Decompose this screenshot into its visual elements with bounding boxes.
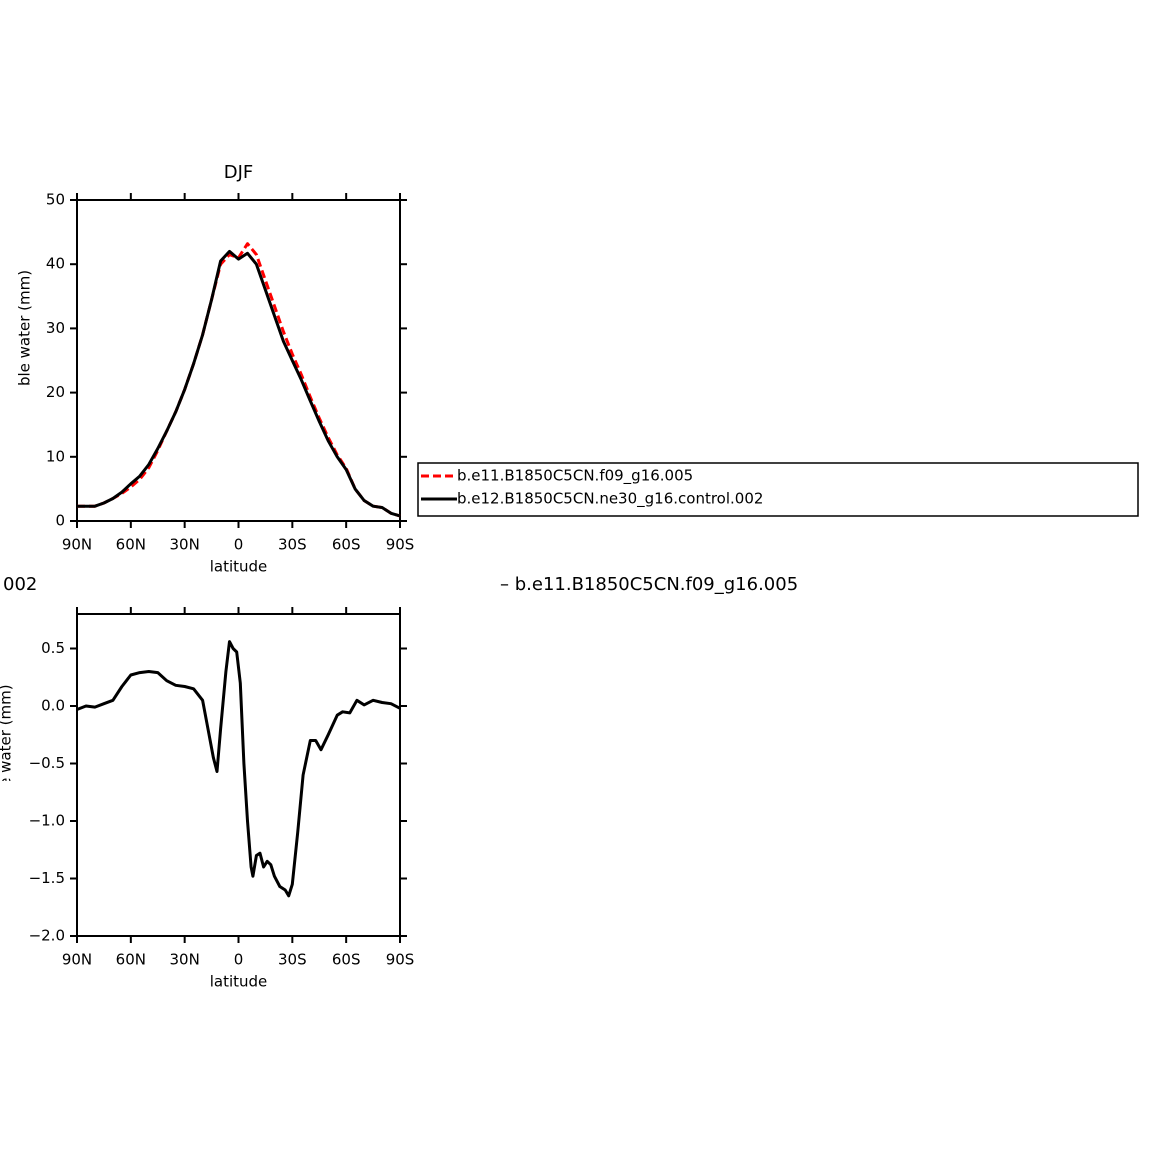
x-tick-label: 0 [234,536,244,554]
y-tick-label: 40 [46,255,65,273]
legend-label: b.e11.B1850C5CN.f09_g16.005 [457,467,693,486]
y-tick-label: 0 [55,512,65,530]
annotation: 002 [3,574,37,595]
y-tick-label: −1.5 [29,869,65,887]
y-axis-label: Precipitable water (mm) [0,684,15,865]
x-tick-label: 60N [116,536,146,554]
x-tick-label: 90N [62,536,92,554]
data-line [77,249,401,518]
x-tick-label: 60N [116,951,146,969]
x-tick-label: 90N [62,951,92,969]
plot-frame [76,199,401,522]
x-axis-label: latitude [210,558,268,576]
x-tick-label: 30N [170,536,200,554]
y-tick-label: 0.5 [41,639,65,657]
annotation: – b.e11.B1850C5CN.f09_g16.005 [500,574,798,595]
legend-box [417,462,1139,517]
data-line [77,242,401,518]
chart-title: DJF [224,162,254,183]
legend-label: b.e12.B1850C5CN.ne30_g16.control.002 [457,490,763,509]
y-tick-label: −1.0 [29,812,65,830]
y-tick-label: 30 [46,319,65,337]
y-tick-label: 50 [46,191,65,209]
y-tick-label: −0.5 [29,754,65,772]
x-tick-label: 60S [332,536,361,554]
y-axis-label: Precipitable water (mm) [16,270,34,451]
y-tick-label: 10 [46,447,65,465]
x-tick-label: 30S [278,536,307,554]
y-tick-label: 0.0 [41,697,65,715]
x-tick-label: 90S [386,951,415,969]
y-tick-label: 20 [46,383,65,401]
x-tick-label: 30N [170,951,200,969]
x-tick-label: 90S [386,536,415,554]
x-tick-label: 30S [278,951,307,969]
data-line [76,640,401,898]
x-tick-label: 60S [332,951,361,969]
x-tick-label: 0 [234,951,244,969]
x-axis-label: latitude [210,973,268,991]
y-tick-label: −2.0 [29,927,65,945]
